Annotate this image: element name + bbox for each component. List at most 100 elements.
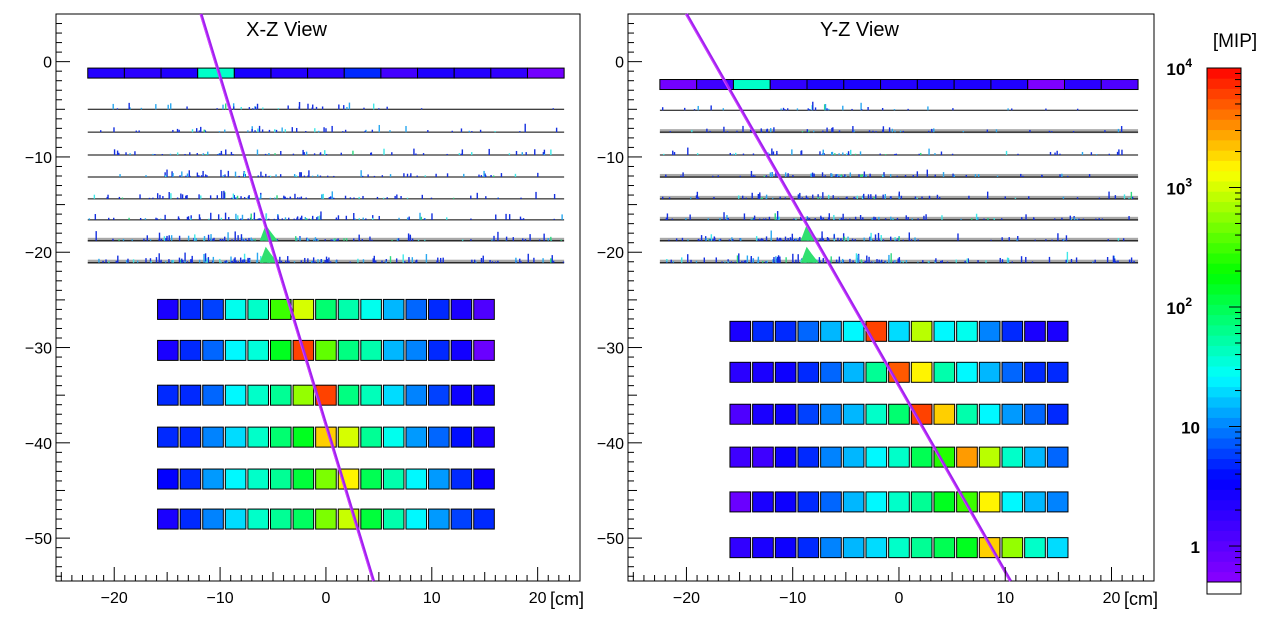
tracker-hit [335,260,337,263]
tracker-hit [406,217,409,220]
tracker-hit [184,260,186,263]
tracker-hit [774,213,776,220]
tracker-hit [1090,152,1093,156]
tracker-hit [761,197,764,199]
tracker-hit [408,257,410,263]
tracker-cluster [259,246,278,263]
tracker-hit [897,238,899,241]
calo-cell [405,508,428,530]
tracker-hit [842,213,844,220]
color-scale-band [1207,386,1241,398]
tracker-hit [304,257,306,263]
tracker-hit [777,255,780,263]
tracker-hit [812,194,814,199]
tracker-hit [778,216,780,220]
tracker-hit [853,130,855,133]
tracker-plane [659,224,1139,242]
tracker-hit [697,197,700,199]
tracker-hit [194,234,196,241]
calo-cell [382,384,405,406]
tracker-hit [819,238,821,241]
tracker-hit [838,218,841,220]
tracker-hit [305,130,307,133]
tracker-hit [562,261,565,263]
tracker-hit [207,257,210,263]
tracker-hit [358,196,360,199]
tracker-hit [538,239,541,241]
tracker-hit [845,218,847,220]
tracker-hit [299,217,302,220]
tracker-hit [550,236,552,241]
x-axis-label: [cm] [550,589,584,609]
tracker-hit [894,260,896,263]
strip-cell [123,67,162,79]
calo-cell [428,468,450,490]
tracker-hit [890,236,892,241]
tracker-hit [874,217,877,220]
tracker-hit [155,257,158,263]
tracker-hit [682,172,684,177]
tracker-hit [534,149,536,156]
tracker-hit [723,126,725,133]
tracker-hit [854,239,856,241]
tracker-hit [493,235,495,241]
tracker-hit [1065,235,1068,241]
tracker-hit [134,151,136,156]
tracker-hit [863,171,866,177]
tracker-hit [668,239,670,241]
calo-cell [1046,446,1069,468]
tracker-hit [113,127,115,133]
tracker-hit [237,261,239,263]
tracker-hit [1088,174,1091,177]
tracker-hit [845,153,848,156]
calo-row [729,403,1069,425]
tracker-plane [659,169,1139,178]
color-scale-band [1207,170,1241,182]
tracker-hit [806,129,809,133]
tracker-hit [298,101,301,110]
tracker-hit [168,192,170,199]
tracker-hit [1061,239,1064,241]
tracker-hit [814,218,816,220]
tracker-hit [838,153,840,156]
calo-cell [179,426,202,448]
tracker-hit [245,238,247,241]
tracker-hit [220,217,223,220]
calo-cell [978,446,1001,468]
tracker-hit [712,238,714,241]
tracker-hit [1076,108,1079,111]
strip-cell [417,67,455,79]
tracker-hit [442,257,444,263]
tracker-hit [268,175,270,177]
tracker-hit [255,260,258,263]
tracker-hit [772,151,775,156]
tracker-hit [230,261,233,263]
calo-row [729,491,1069,513]
tracker-hit [890,196,892,199]
tracker-hit [480,258,483,263]
tracker-hit [757,238,760,241]
tracker-hit [1098,218,1100,220]
tracker-hit [279,174,282,177]
tracker-hit [239,257,242,263]
tracker-hit [416,259,418,263]
tracker-hit [233,106,235,110]
tracker-hit [230,256,232,263]
tracker-hit [800,216,802,220]
tracker-hit [768,216,771,220]
tracker-hit [210,212,212,220]
tracker-hit [276,195,278,199]
tracker-hit [219,258,221,263]
tracker-hit [696,153,699,156]
tracker-hit [247,257,249,263]
tracker-hit [127,258,129,263]
tracker-hit [138,130,140,133]
tracker-hit [306,218,308,220]
tracker-hit [772,259,774,263]
tracker-hit [1066,251,1069,263]
tracker-hit [977,217,979,220]
tracker-hit [876,259,878,263]
tracker-hit [1007,259,1010,263]
tracker-hit [94,214,97,220]
calo-cell [247,426,269,448]
